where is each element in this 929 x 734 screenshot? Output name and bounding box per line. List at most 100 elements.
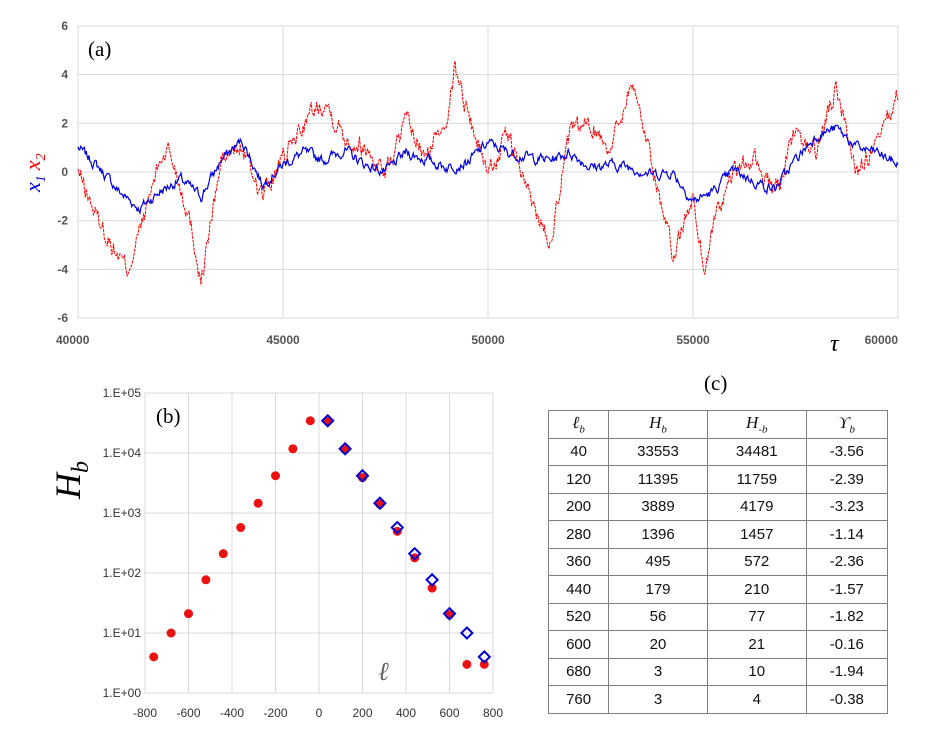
- scatter-point-blue-diamond: [338, 441, 353, 456]
- table-cell: 680: [547, 657, 610, 686]
- panel-b-xtick-label: 400: [396, 706, 416, 720]
- scatter-point-red: [392, 526, 402, 536]
- panel-b-xtick-label: 200: [352, 706, 372, 720]
- table-cell: 440: [547, 575, 610, 604]
- panel-b-xtick-label: -400: [220, 706, 244, 720]
- table-cell: -0.16: [805, 630, 889, 659]
- panel-b-ytick-label: 1.E+02: [103, 566, 142, 580]
- panel-a-ytick-label: -2: [57, 214, 68, 228]
- table-row: 200 3889 4179 -3.23: [547, 492, 889, 521]
- panel-a-ylabel: x1x2: [20, 153, 49, 193]
- scatter-point-blue-diamond: [390, 520, 405, 535]
- data-table: ℓb Hb H-b ϒb 40 33553 34481 -3.56 120 11395 1…: [547, 410, 889, 714]
- svg-text:Hb: Hb: [48, 461, 94, 500]
- panel-a-xtick-label: 45000: [266, 333, 300, 347]
- col-header-h-minus-b: H-b: [706, 410, 807, 439]
- panel-c-label: (c): [704, 371, 727, 395]
- scatter-point-blue-diamond: [459, 626, 474, 640]
- table-header-row: ℓb Hb H-b ϒb: [547, 410, 889, 439]
- panel-b-ylabel: Hb: [48, 461, 94, 500]
- scatter-point-red: [288, 444, 298, 454]
- panel-a-xtick-label: 55000: [676, 333, 710, 347]
- table-cell: 572: [706, 547, 807, 576]
- table-cell: 760: [547, 685, 610, 714]
- table-cell: 360: [547, 547, 610, 576]
- table-cell: 280: [547, 520, 610, 549]
- panel-b-xtick-label: 800: [483, 706, 503, 720]
- scatter-point-red: [427, 583, 437, 593]
- table-cell: 34481: [706, 437, 807, 466]
- panel-a-ytick-label: 2: [61, 116, 68, 130]
- table-cell: 179: [608, 575, 708, 604]
- table-cell: 20: [608, 630, 708, 659]
- table-cell: -2.39: [805, 465, 889, 494]
- panel-b-xlabel: ℓ: [378, 657, 389, 686]
- scatter-point-blue-diamond: [372, 496, 387, 511]
- table-cell: 495: [608, 547, 708, 576]
- panel-a-xtick-label: 40000: [56, 333, 90, 347]
- table-row: 120 11395 11759 -2.39: [547, 465, 889, 494]
- table-cell: -1.14: [805, 520, 889, 549]
- table-cell: 33553: [608, 437, 708, 466]
- panel-b-ytick-label: 1.E+01: [103, 626, 142, 640]
- table-cell: 77: [706, 602, 807, 631]
- table-row: 760 3 4 -0.38: [547, 685, 889, 714]
- table-row: 360 495 572 -2.36: [547, 547, 889, 576]
- panel-a-chart: -6 -4 -2 0 2 4 6 40000 45000 50000 55000 60000 (a)…: [20, 19, 899, 357]
- table-cell: -1.82: [805, 602, 889, 631]
- scatter-point-blue-diamond: [425, 572, 440, 587]
- table-cell: 3889: [608, 492, 708, 521]
- table-cell: 10: [706, 657, 807, 686]
- table-cell: 1396: [608, 520, 708, 549]
- ylabel-x2-sub: 2: [34, 153, 49, 160]
- scatter-point-red: [184, 609, 193, 619]
- scatter-point-red: [462, 659, 472, 669]
- table-cell: 21: [706, 630, 807, 659]
- ylabel-h: H: [48, 471, 88, 500]
- panel-a-label: (a): [88, 37, 111, 61]
- table-row: 280 1396 1457 -1.14: [547, 520, 889, 549]
- table-cell: -1.57: [805, 575, 889, 604]
- table-row: 440 179 210 -1.57: [547, 575, 889, 604]
- panel-b-xtick-label: 600: [439, 706, 459, 720]
- panel-a-xlabel: τ: [830, 331, 840, 357]
- table-cell: 11759: [706, 465, 807, 494]
- table-cell: -0.38: [805, 685, 889, 714]
- panel-b-ytick-label: 1.E+05: [103, 386, 142, 400]
- panel-b-xtick-label: -800: [133, 706, 157, 720]
- panel-a-ytick-label: -4: [57, 262, 68, 276]
- panel-a-ytick-label: 0: [61, 165, 68, 179]
- table-cell: 56: [608, 602, 708, 631]
- scatter-point-red: [236, 523, 246, 533]
- series-line-x1: [77, 124, 899, 216]
- scatter-point-red: [479, 659, 489, 669]
- table-cell: 3: [608, 657, 708, 686]
- ylabel-x1: x: [20, 182, 45, 193]
- panel-a-ytick-label: -6: [57, 311, 68, 325]
- table-cell: 4179: [706, 492, 807, 521]
- table-cell: 520: [547, 602, 610, 631]
- col-header-hb: Hb: [608, 410, 708, 439]
- table-row: 600 20 21 -0.16: [547, 630, 889, 659]
- table-cell: 11395: [608, 465, 708, 494]
- scatter-point-blue-diamond: [355, 468, 370, 483]
- table-cell: 4: [706, 685, 807, 714]
- scatter-point-red: [149, 652, 159, 662]
- panel-a-ytick-label: 6: [61, 19, 68, 33]
- scatter-point-blue-diamond: [407, 546, 422, 561]
- col-header-lb: ℓb: [547, 410, 610, 439]
- table-row: 40 33553 34481 -3.56: [547, 437, 889, 466]
- panel-b-xtick-label: 0: [316, 706, 323, 720]
- scatter-point-blue-diamond: [442, 606, 457, 621]
- table-cell: 1457: [706, 520, 807, 549]
- scatter-point-blue-diamond: [477, 649, 492, 664]
- panel-b-ytick-label: 1.E+04: [103, 446, 142, 460]
- table-cell: -2.36: [805, 547, 889, 576]
- ylabel-x1-sub: 1: [34, 175, 49, 182]
- panel-b-chart: 1.E+00 1.E+01 1.E+02 1.E+03 1.E+04 1.E+05 -80…: [48, 386, 503, 720]
- scatter-point-red: [253, 498, 263, 508]
- table-cell: 210: [706, 575, 807, 604]
- table-cell: 40: [547, 437, 610, 466]
- panel-b-xtick-label: -200: [263, 706, 287, 720]
